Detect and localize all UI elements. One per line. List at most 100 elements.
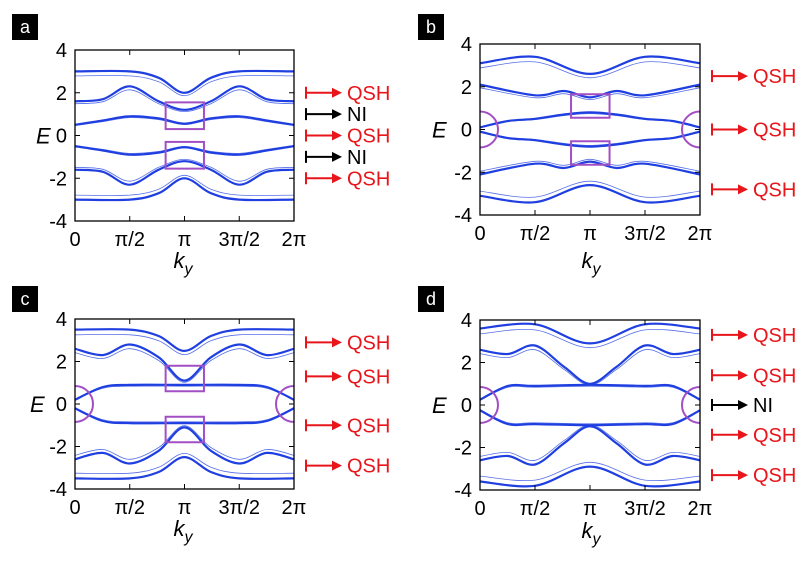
band-line [75, 160, 294, 186]
y-tick-label: -2 [49, 168, 67, 190]
band-line [75, 177, 294, 202]
y-axis-label: E [30, 392, 45, 417]
band-line [480, 461, 700, 482]
arrow-head [332, 460, 342, 471]
x-tick-label: 0 [69, 229, 80, 251]
arrow-head [332, 173, 342, 184]
gap-label-text: QSH [347, 456, 390, 478]
x-tick-label: 3π/2 [624, 223, 666, 245]
x-tick-label: 2π [282, 229, 307, 251]
x-axis-label: ky [582, 518, 602, 548]
band-line [480, 349, 700, 386]
panel-tag-label: c [21, 289, 30, 309]
x-tick-label: π/2 [115, 497, 145, 519]
gap-label-text: QSH [347, 168, 390, 190]
y-tick-label: -4 [454, 480, 472, 502]
y-tick-label: 2 [56, 83, 67, 105]
gap-label-qsh: QSH [305, 415, 390, 437]
x-tick-label: 0 [474, 498, 485, 520]
x-tick-label: 0 [474, 223, 485, 245]
x-tick-label: π [178, 497, 192, 519]
band-line [75, 407, 294, 425]
band-line [75, 158, 294, 182]
highlight-box [570, 93, 611, 119]
y-tick-label: 0 [56, 126, 67, 148]
gap-label-qsh: QSH [711, 66, 796, 88]
gap-label-text: QSH [347, 415, 390, 437]
highlight-box [570, 140, 611, 166]
band-line [480, 131, 700, 146]
arrow-head [332, 151, 342, 162]
panel-tag-box [418, 14, 444, 40]
arrow-head [738, 329, 748, 340]
gap-label-ni: NI [305, 147, 367, 169]
y-tick-label: -2 [454, 438, 472, 460]
band-line [480, 158, 700, 172]
highlight-arc [681, 386, 701, 424]
arrow-head [738, 429, 748, 440]
band-curves [480, 322, 700, 488]
band-line [480, 55, 700, 76]
y-tick-label: -4 [49, 479, 67, 501]
gap-label-text: QSH [347, 366, 390, 388]
y-tick-label: -4 [454, 205, 472, 227]
band-line [75, 426, 294, 465]
x-axis-label: ky [174, 248, 194, 278]
band-line [75, 385, 294, 401]
y-axis-label: E [36, 124, 51, 149]
gap-label-text: QSH [347, 332, 390, 354]
gap-label-text: QSH [753, 66, 796, 88]
arrow-head [332, 130, 342, 141]
gap-label-qsh: QSH [305, 126, 390, 148]
band-line [75, 89, 294, 113]
band-line [480, 61, 700, 79]
highlight-arc [479, 386, 499, 424]
arrow-head [738, 184, 748, 195]
gap-label-text: QSH [347, 83, 390, 105]
band-line [480, 87, 700, 101]
y-tick-label: 4 [56, 309, 67, 331]
gap-label-qsh: QSH [305, 168, 390, 190]
band-line [480, 113, 700, 128]
band-line [480, 111, 700, 129]
x-tick-label: 3π/2 [218, 497, 260, 519]
x-tick-label: 2π [688, 498, 713, 520]
band-curves [75, 328, 294, 480]
x-tick-label: π/2 [520, 223, 550, 245]
y-tick-label: 2 [461, 77, 472, 99]
highlight-arc [681, 110, 701, 149]
gap-label-qsh: QSH [711, 465, 796, 487]
gap-label-text: QSH [753, 120, 796, 142]
x-tick-label: 3π/2 [624, 498, 666, 520]
band-line [75, 328, 294, 353]
band-line [75, 348, 294, 383]
band-line [480, 160, 700, 176]
highlight-arc [479, 110, 499, 149]
band-line [480, 180, 700, 198]
axes-frame [74, 318, 295, 490]
gap-label-text: QSH [753, 325, 796, 347]
y-tick-label: -2 [49, 437, 67, 459]
band-line [480, 328, 700, 349]
gap-label-text: NI [347, 104, 367, 126]
x-tick-label: 2π [688, 223, 713, 245]
y-tick-label: -4 [49, 211, 67, 233]
band-line [75, 407, 294, 423]
gap-label-qsh: QSH [305, 332, 390, 354]
x-axis-label: ky [582, 248, 602, 278]
band-line [480, 83, 700, 99]
band-line [480, 385, 700, 401]
band-line [480, 425, 700, 466]
band-line [75, 145, 294, 154]
gap-label-ni: NI [305, 104, 367, 126]
x-tick-label: π/2 [520, 498, 550, 520]
y-axis-label: E [432, 118, 447, 143]
y-tick-label: 0 [461, 120, 472, 142]
gap-label-qsh: QSH [711, 425, 796, 447]
panel-tag-box [12, 14, 38, 40]
band-line [480, 344, 700, 385]
highlight-arc [275, 385, 295, 423]
